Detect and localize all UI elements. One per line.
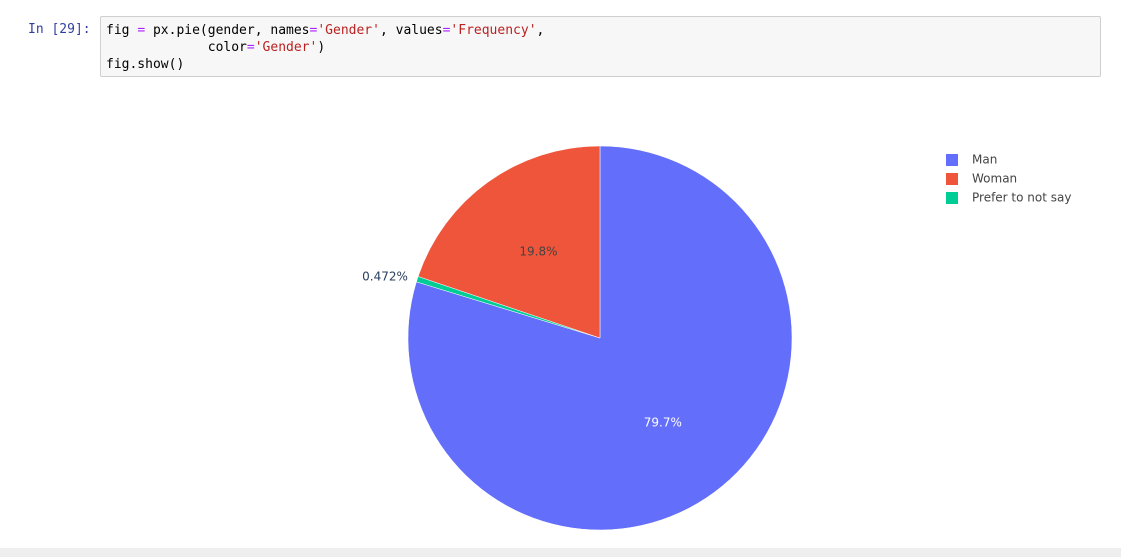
slice-label: 79.7% (644, 415, 682, 429)
pie-slice (417, 145, 601, 339)
code-token: ) (317, 40, 326, 55)
code-cell[interactable]: fig = px.pie(gender, names='Gender', val… (100, 16, 1101, 77)
legend-swatch (946, 154, 958, 166)
slice-label: 0.472% (362, 269, 408, 283)
pie-slice (407, 145, 793, 531)
code-token: px.pie(gender, names (145, 23, 310, 38)
code-token: 'Gender' (254, 40, 318, 55)
code-token: 'Frequency' (450, 23, 537, 38)
code-token: fig.show() (106, 57, 185, 72)
code-token: , values (379, 23, 443, 38)
cell-prompt: In [29]: (28, 22, 91, 37)
legend-label: Man (972, 153, 997, 167)
legend-swatch (946, 192, 958, 204)
legend-swatch (946, 173, 958, 185)
code-token: = (309, 23, 318, 38)
legend-label: Prefer to not say (972, 191, 1071, 205)
code-token: = (137, 23, 146, 38)
code-line: fig = px.pie(gender, names='Gender', val… (106, 22, 1095, 39)
code-token: = (442, 23, 451, 38)
legend-label: Woman (972, 172, 1017, 186)
bottom-bar (0, 548, 1121, 557)
code-token: fig (106, 23, 138, 38)
code-token: , (536, 23, 545, 38)
slice-label: 19.8% (519, 245, 557, 259)
code-token: = (246, 40, 255, 55)
code-line: color='Gender') (106, 39, 1095, 56)
code-token: color (106, 40, 247, 55)
code-token: 'Gender' (317, 23, 380, 38)
code-line: fig.show() (106, 56, 1095, 73)
